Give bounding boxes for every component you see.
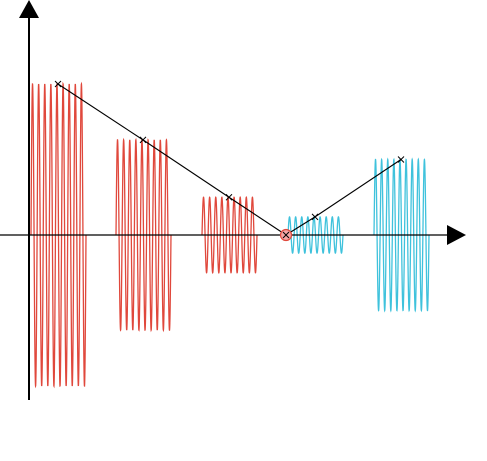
cross-marker-icon [311,213,319,221]
envelope-connector-layer [54,80,405,242]
cross-marker-icon [282,231,290,239]
axes-layer [0,0,466,400]
x-axis-arrow-icon [447,225,466,245]
cross-marker-icon [397,156,405,163]
left-envelope-line [57,83,287,236]
y-axis-arrow-icon [19,0,39,18]
cross-marker-icon [225,193,233,201]
cross-marker-icon [54,80,62,88]
cross-marker-icon [139,136,147,144]
right-envelope-line [285,159,402,236]
